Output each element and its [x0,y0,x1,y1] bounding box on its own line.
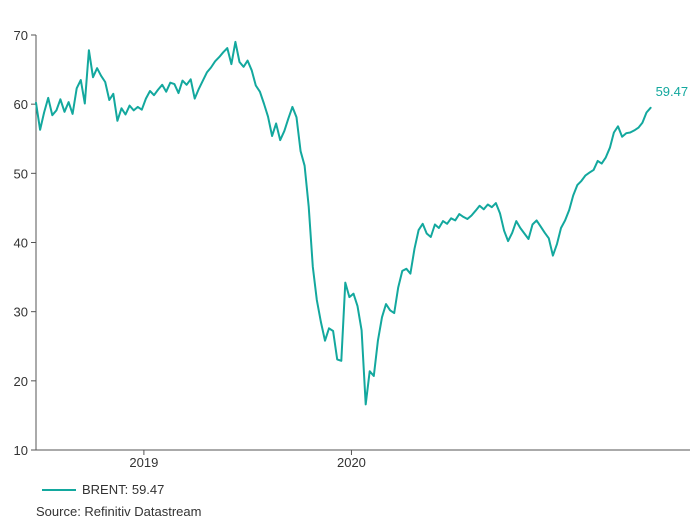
x-tick-label: 2019 [129,455,158,470]
series-end-label: 59.47 [656,84,689,99]
legend-label-brent: BRENT: 59.47 [82,482,165,497]
line-chart: 10 20 30 40 50 60 70 2019 2020 59.47 [14,28,690,470]
legend-swatch-brent [42,488,76,491]
y-tick-label: 40 [14,236,28,251]
y-tick-label: 10 [14,443,28,458]
y-tick-label: 20 [14,374,28,389]
series-group: 59.47 [35,40,689,406]
series-line-brent [35,40,652,406]
y-tick-label: 60 [14,97,28,112]
source-note: Source: Refinitiv Datastream [36,504,202,519]
x-tick-label: 2020 [337,455,366,470]
y-tick-label: 30 [14,305,28,320]
x-axis: 2019 2020 [36,449,690,470]
y-axis: 10 20 30 40 50 60 70 [14,28,37,458]
legend: BRENT: 59.47 [42,482,164,497]
y-tick-label: 50 [14,166,28,181]
y-tick-label: 70 [14,28,28,43]
